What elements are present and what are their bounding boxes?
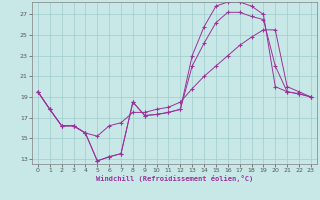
X-axis label: Windchill (Refroidissement éolien,°C): Windchill (Refroidissement éolien,°C) bbox=[96, 175, 253, 182]
